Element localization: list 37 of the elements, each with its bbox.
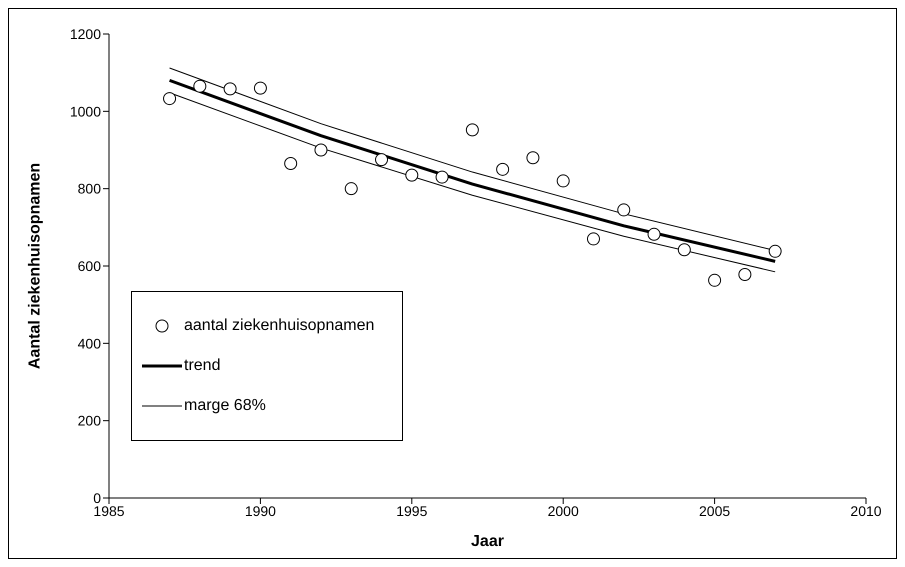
point bbox=[466, 123, 479, 136]
point bbox=[496, 162, 510, 176]
point bbox=[526, 151, 540, 164]
legend-label: marge 68% bbox=[184, 397, 266, 415]
y-tick-label: 800 bbox=[78, 180, 102, 197]
x-axis-title: Jaar bbox=[471, 533, 504, 550]
point bbox=[224, 82, 237, 96]
x-tick-label: 1995 bbox=[396, 502, 428, 519]
legend-label: aantal ziekenhuisopnamen bbox=[184, 317, 374, 335]
point bbox=[314, 144, 328, 156]
y-tick-label: 400 bbox=[78, 335, 102, 352]
point bbox=[163, 92, 176, 106]
point bbox=[738, 268, 752, 282]
point bbox=[648, 228, 661, 241]
point bbox=[556, 174, 570, 188]
point bbox=[405, 168, 418, 182]
y-tick-label: 1000 bbox=[70, 103, 102, 120]
x-tick-label: 2005 bbox=[699, 502, 730, 519]
x-tick-label: 2010 bbox=[850, 502, 882, 519]
point bbox=[254, 82, 267, 95]
x-tick-label: 2000 bbox=[548, 502, 579, 519]
y-tick-label: 200 bbox=[78, 412, 102, 429]
point bbox=[768, 244, 782, 258]
y-axis-title: Aantal ziekenhuisopnamen bbox=[26, 162, 44, 370]
point bbox=[617, 203, 630, 216]
point bbox=[436, 170, 449, 184]
y-tick-label: 1200 bbox=[70, 26, 102, 42]
point bbox=[193, 80, 206, 93]
point bbox=[586, 232, 600, 246]
point bbox=[344, 182, 358, 196]
point bbox=[375, 153, 388, 166]
x-tick-label: 1990 bbox=[244, 502, 276, 519]
point bbox=[678, 243, 691, 256]
legend-label: trend bbox=[184, 357, 220, 375]
point bbox=[284, 157, 298, 170]
point bbox=[708, 274, 722, 287]
y-tick-label: 600 bbox=[78, 258, 102, 274]
